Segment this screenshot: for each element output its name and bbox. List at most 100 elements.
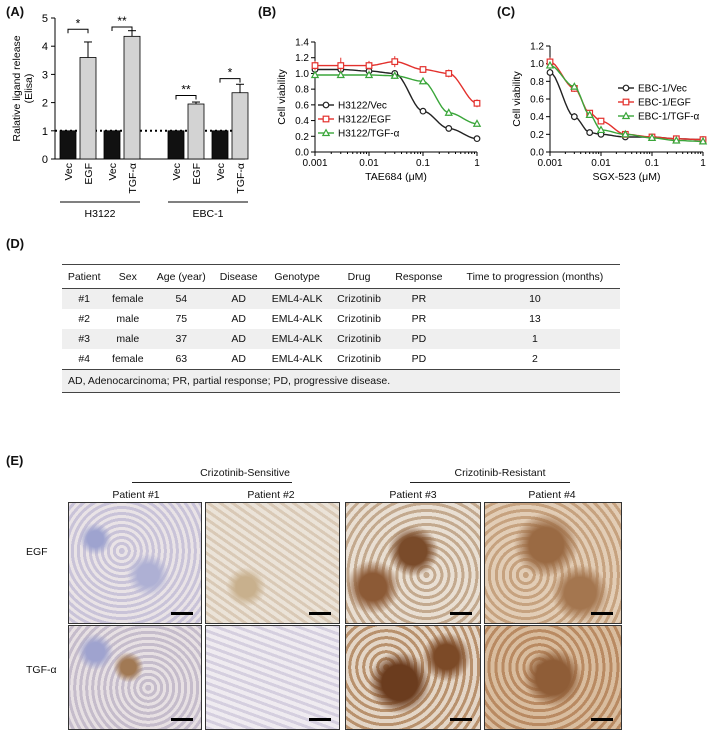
significance-bracket	[111, 26, 133, 32]
y-tick-label: 2	[42, 98, 48, 110]
table-cell: #2	[78, 313, 91, 325]
panel-label-e: (E)	[6, 453, 24, 468]
table-cell: 13	[529, 313, 541, 325]
panel-label-d: (D)	[6, 236, 25, 251]
data-point	[390, 71, 399, 79]
y-tick-label: 0.8	[530, 77, 544, 88]
panel-label-c: (C)	[497, 4, 516, 19]
table-cell: AD	[213, 288, 264, 309]
ihc-image-tgfa-patient2	[205, 625, 340, 730]
data-point	[597, 117, 605, 125]
bar-chart-ligand-release: 0 1 2 3 4 5 Ralative ligand release(Elisa) Vec E…	[11, 13, 249, 220]
table-cell: 37	[149, 329, 214, 349]
group-divider	[132, 482, 292, 483]
col-header: Sex	[106, 264, 150, 289]
ihc-image-egf-patient1	[68, 502, 202, 624]
data-point	[546, 69, 554, 76]
x-tick-label: Vec	[107, 163, 119, 181]
y-tick-label: 0.4	[530, 112, 544, 123]
data-point	[364, 70, 374, 79]
table-cell: PD	[411, 353, 427, 365]
table-cell: 75	[175, 313, 188, 325]
significance-label: **	[117, 14, 127, 28]
legend-label: H3122/Vec	[338, 101, 387, 112]
ihc-image-tgfa-patient1	[68, 625, 202, 730]
x-axis-label: TAE684 (μM)	[365, 171, 427, 183]
table-row: #4 female 63 AD EML4-ALK Crizotinib PD 2	[62, 349, 620, 370]
data-point	[310, 70, 320, 79]
legend-marker	[621, 111, 631, 120]
table-cell: PR	[387, 288, 450, 309]
significance-bracket	[175, 95, 197, 100]
bar	[211, 130, 229, 160]
legend-marker	[322, 101, 330, 109]
y-tick-label: 0.8	[295, 85, 309, 96]
x-tick-label: 1	[474, 158, 480, 169]
patient-label: Patient #3	[389, 489, 437, 501]
group-label-sensitive: Crizotinib-Sensitive	[200, 467, 290, 479]
legend-label: EBC-1/TGF-α	[638, 112, 700, 123]
y-tick-label: 1.2	[530, 42, 544, 53]
bar	[123, 35, 141, 160]
group-label: EBC-1	[193, 208, 224, 220]
bar	[187, 103, 205, 160]
significance-label: **	[181, 83, 191, 97]
patient-label: Patient #2	[247, 489, 295, 501]
ihc-image-tgfa-patient3	[345, 625, 481, 730]
x-tick-label: 0.001	[537, 158, 562, 169]
data-point	[311, 62, 319, 69]
patient-label: Patient #1	[112, 489, 160, 501]
row-label-egf: EGF	[26, 546, 48, 558]
data-point	[570, 82, 579, 90]
data-point	[391, 58, 399, 66]
table-cell: Crizotinib	[330, 329, 388, 349]
table-cell: Crizotinib	[337, 353, 381, 365]
data-point	[621, 129, 630, 138]
data-point	[473, 135, 481, 143]
table-row: #3 male 37 AD EML4-ALK Crizotinib PD 1	[62, 329, 620, 349]
y-axis-label: Ralative ligand release(Elisa)	[11, 35, 35, 141]
row-label-tgfa: TGF-α	[26, 664, 57, 676]
legend-label: EBC-1/EGF	[638, 98, 691, 109]
data-point	[672, 135, 681, 144]
y-tick-label: 3	[42, 69, 48, 81]
table-cell: AD	[231, 353, 246, 365]
dose-response-tae684: 0.0 0.2 0.4 0.6 0.8 1.0 1.2 1.4 0.001 0.01 0.1 1 TAE…	[276, 38, 482, 183]
data-point	[596, 125, 606, 134]
table-cell: EML4-ALK	[264, 288, 331, 309]
col-header: Age (year)	[149, 264, 214, 289]
data-point	[570, 113, 578, 121]
y-tick-label: 0.2	[530, 130, 544, 141]
x-tick-label: Vec	[171, 163, 183, 181]
y-tick-label: 0.0	[295, 148, 309, 159]
x-tick-label: 0.01	[359, 158, 379, 169]
y-tick-label: 5	[42, 13, 48, 25]
data-point	[444, 108, 453, 116]
x-tick-label: 1	[700, 158, 706, 169]
y-tick-label: 4	[42, 41, 48, 53]
x-tick-label: 0.1	[416, 158, 430, 169]
x-tick-label: Vec	[63, 163, 75, 181]
table-cell: AD	[213, 329, 264, 349]
x-tick-label: TGF-α	[235, 163, 247, 194]
y-axis-label: Cell viability	[511, 71, 523, 127]
significance-label: *	[76, 16, 81, 30]
data-point	[586, 129, 594, 136]
table-cell: PR	[411, 313, 427, 325]
x-tick-label: EGF	[191, 163, 203, 185]
y-tick-label: 1.2	[295, 53, 309, 64]
ihc-image-egf-patient3	[345, 502, 481, 624]
legend-marker	[322, 115, 330, 123]
data-point	[337, 62, 345, 69]
x-tick-label: 0.001	[302, 158, 327, 169]
data-point	[472, 119, 482, 127]
table-cell: #3	[62, 329, 107, 349]
significance-bracket	[219, 78, 241, 83]
table-cell: EML4-ALK	[271, 313, 323, 325]
bar	[79, 57, 97, 160]
table-cell: 1	[449, 329, 620, 349]
ihc-image-egf-patient4	[484, 502, 622, 624]
panel-label-a: (A)	[6, 4, 25, 19]
table-row: #2 male 75 AD EML4-ALK Crizotinib PR 13	[62, 309, 620, 329]
y-tick-label: 0.6	[530, 95, 544, 106]
